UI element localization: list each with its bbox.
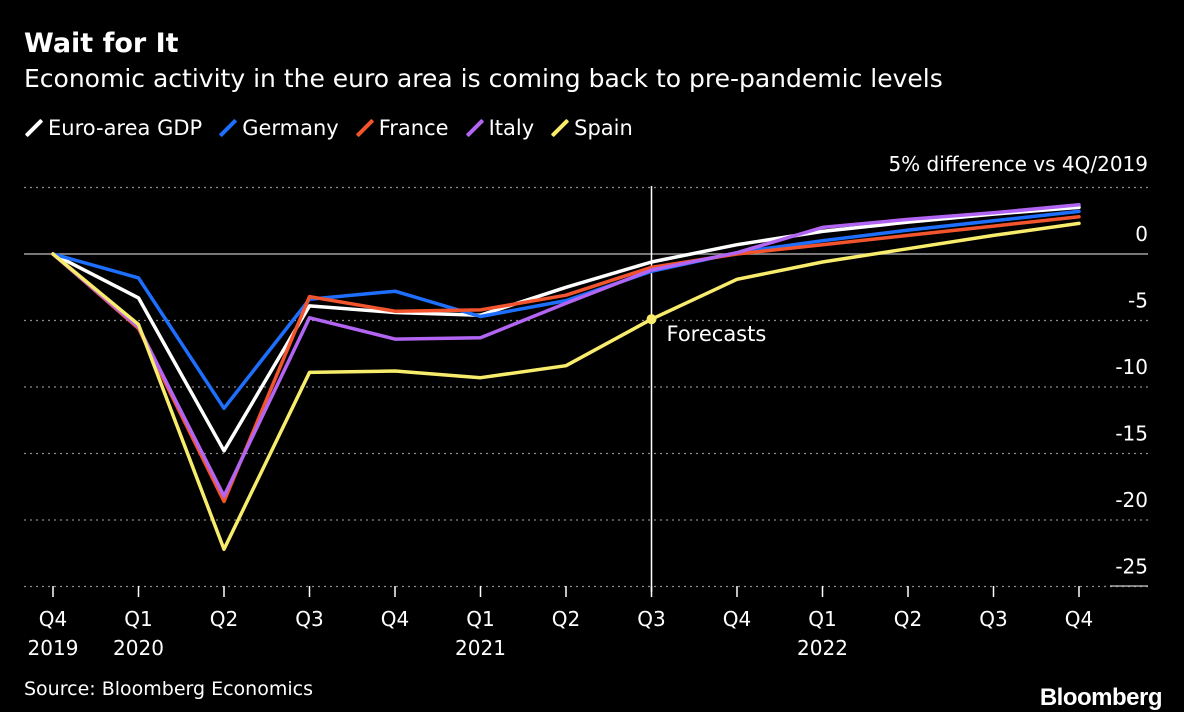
y-tick-label: -15 bbox=[1115, 422, 1148, 446]
x-axis: Q4 Q1 Q2 Q3 Q4 Q1 Q2 Q3 Q4 Q1 Q2 Q3 Q4 2019 2020 2021 20… bbox=[28, 586, 1093, 660]
chart-subtitle: Economic activity in the euro area is co… bbox=[24, 64, 943, 93]
legend-label-spain: Spain bbox=[574, 116, 633, 140]
forecast-label: Forecasts bbox=[667, 322, 767, 346]
x-tick-label: Q2 bbox=[894, 607, 922, 631]
legend-item-italy: Italy bbox=[465, 116, 535, 140]
y-tick-label: -10 bbox=[1115, 355, 1148, 379]
x-year-label: 2022 bbox=[797, 636, 848, 660]
x-tick-label: Q2 bbox=[210, 607, 238, 631]
legend-item-germany: Germany bbox=[218, 116, 339, 140]
series-lines bbox=[51, 203, 1081, 552]
x-tick-label: Q1 bbox=[808, 607, 836, 631]
y-tick-label: -20 bbox=[1115, 488, 1148, 512]
series-line-italy bbox=[51, 203, 1081, 498]
legend-label-euro-area: Euro-area GDP bbox=[48, 116, 203, 140]
legend-label-germany: Germany bbox=[242, 116, 339, 140]
series-line-euro-area-gdp bbox=[51, 205, 1081, 453]
legend-item-spain: Spain bbox=[550, 116, 633, 140]
x-tick-label: Q1 bbox=[466, 607, 494, 631]
legend-label-france: France bbox=[378, 116, 449, 140]
x-tick-label: Q3 bbox=[637, 607, 665, 631]
y-tick-label: 0 bbox=[1135, 222, 1148, 246]
x-tick-label: Q3 bbox=[979, 607, 1007, 631]
forecast-marker: Forecasts bbox=[646, 186, 767, 592]
chart-title: Wait for It bbox=[24, 28, 179, 59]
y-tick-label: -5 bbox=[1128, 289, 1148, 313]
bloomberg-logo: Bloomberg bbox=[1039, 684, 1163, 711]
x-tick-label: Q4 bbox=[1065, 607, 1093, 631]
x-year-label: 2021 bbox=[455, 636, 506, 660]
legend-item-france: France bbox=[355, 116, 449, 140]
legend-label-italy: Italy bbox=[488, 116, 535, 140]
x-tick-label: Q4 bbox=[723, 607, 751, 631]
series-line-france bbox=[51, 215, 1081, 504]
legend: Euro-area GDP Germany France Italy Spain bbox=[24, 116, 649, 140]
gridlines bbox=[24, 186, 1148, 588]
x-year-label: 2020 bbox=[113, 636, 164, 660]
x-tick-label: Q4 bbox=[381, 607, 409, 631]
y-axis-ticks: 0 -5 -10 -15 -20 -25 bbox=[1115, 222, 1148, 579]
y-axis-unit-note: 5% difference vs 4Q/2019 bbox=[888, 152, 1148, 176]
x-tick-label: Q1 bbox=[124, 607, 152, 631]
y-tick-label: -25 bbox=[1115, 555, 1148, 579]
x-tick-label: Q4 bbox=[39, 607, 67, 631]
series-line-germany bbox=[51, 209, 1081, 411]
legend-item-euro-area: Euro-area GDP bbox=[24, 116, 202, 140]
source-note: Source: Bloomberg Economics bbox=[24, 678, 313, 700]
series-line-spain bbox=[51, 221, 1081, 552]
x-tick-label: Q3 bbox=[295, 607, 323, 631]
x-tick-label: Q2 bbox=[552, 607, 580, 631]
x-year-label: 2019 bbox=[28, 636, 79, 660]
